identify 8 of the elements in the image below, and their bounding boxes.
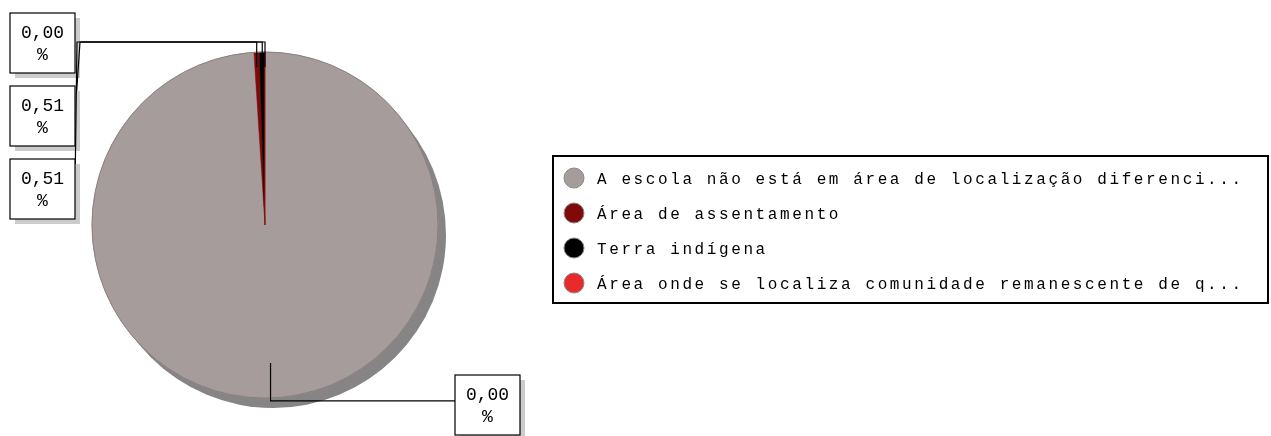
- text: 0,51 %: [20, 169, 65, 211]
- text: 0,00 %: [20, 23, 65, 65]
- legend-label: Terra indígena: [597, 241, 768, 259]
- legend-label: Área onde se localiza comunidade remanescente de q...: [597, 275, 1244, 294]
- legend-label: A escola não está em área de localização diferenci...: [597, 171, 1244, 189]
- text: 0,00 %: [465, 385, 510, 427]
- legend-label: Área de assentamento: [597, 205, 842, 224]
- text: 0,51 %: [20, 96, 65, 138]
